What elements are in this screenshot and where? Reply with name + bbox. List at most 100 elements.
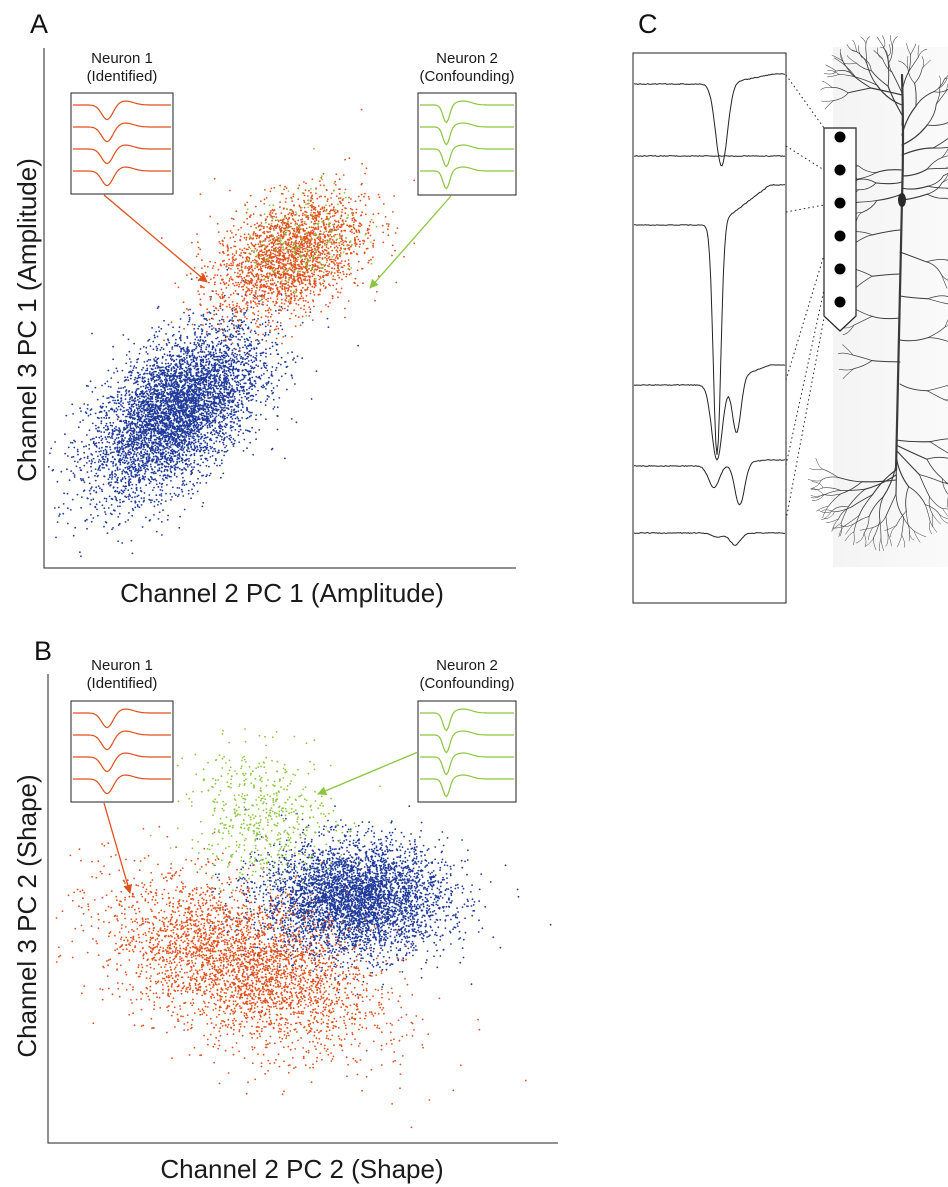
scatter-point <box>95 472 98 475</box>
scatter-point <box>160 493 163 495</box>
scatter-point <box>310 398 313 400</box>
scatter-point <box>200 433 203 435</box>
scatter-point <box>187 399 190 402</box>
scatter-point <box>284 372 287 375</box>
scatter-point <box>197 410 200 413</box>
scatter-point <box>125 409 128 411</box>
scatter-point <box>225 373 228 376</box>
scatter-point <box>179 515 182 518</box>
scatter-point <box>219 356 222 358</box>
scatter-point <box>201 330 204 333</box>
scatter-point <box>168 413 171 416</box>
scatter-point <box>165 422 168 425</box>
scatter-point <box>151 442 154 445</box>
scatter-point <box>172 449 175 452</box>
scatter-point <box>195 388 198 391</box>
scatter-point <box>198 391 201 394</box>
scatter-point <box>79 469 82 471</box>
scatter-point <box>247 410 250 413</box>
scatter-point <box>290 374 293 377</box>
scatter-point <box>265 382 268 384</box>
scatter-point <box>143 439 146 442</box>
scatter-point <box>166 370 169 372</box>
scatter-point <box>172 354 175 357</box>
scatter-point <box>241 369 244 372</box>
scatter-point <box>184 411 187 414</box>
scatter-point <box>154 424 157 427</box>
scatter-point <box>215 459 217 462</box>
scatter-point <box>179 336 182 338</box>
scatter-point <box>264 333 267 336</box>
scatter-point <box>220 339 223 342</box>
scatter-point <box>110 377 113 379</box>
scatter-point <box>204 336 206 339</box>
scatter-point <box>173 442 176 445</box>
scatter-point <box>189 435 192 438</box>
scatter-point <box>149 415 151 418</box>
scatter-point <box>230 409 233 411</box>
scatter-point <box>202 407 205 410</box>
scatter-point <box>188 426 191 428</box>
scatter-point <box>265 348 267 351</box>
scatter-point <box>215 402 218 405</box>
scatter-point <box>146 367 149 370</box>
scatter-point <box>107 369 110 372</box>
scatter-point <box>239 383 242 386</box>
scatter-point <box>132 449 135 452</box>
scatter-point <box>125 460 128 462</box>
scatter-point <box>148 454 151 456</box>
scatter-point <box>238 399 241 401</box>
scatter-point <box>173 417 176 420</box>
scatter-point <box>213 364 215 367</box>
scatter-point <box>86 527 88 530</box>
scatter-point <box>138 352 141 355</box>
scatter-point <box>139 460 141 462</box>
scatter-point <box>205 323 207 326</box>
scatter-point <box>244 395 247 398</box>
scatter-point <box>148 422 151 425</box>
scatter-point <box>164 381 167 383</box>
scatter-point <box>225 383 228 386</box>
scatter-point <box>79 551 81 554</box>
scatter-point <box>180 376 183 378</box>
scatter-point <box>168 475 171 478</box>
scatter-point <box>235 335 238 338</box>
scatter-point <box>157 305 160 308</box>
scatter-point <box>199 359 202 362</box>
scatter-point <box>133 410 136 413</box>
scatter-point <box>153 370 156 373</box>
scatter-point <box>178 526 181 529</box>
scatter-point <box>217 372 219 375</box>
scatter-point <box>196 490 199 493</box>
scatter-point <box>141 390 144 393</box>
scatter-point <box>133 402 136 405</box>
scatter-point <box>140 386 142 388</box>
scatter-point <box>124 495 126 498</box>
scatter-point <box>110 437 112 439</box>
scatter-point <box>153 425 155 428</box>
scatter-point <box>178 354 180 357</box>
scatter-point <box>83 489 86 492</box>
scatter-point <box>215 364 217 366</box>
scatter-point <box>178 359 181 362</box>
scatter-point <box>159 452 162 455</box>
scatter-point <box>216 374 218 376</box>
scatter-point <box>165 450 167 453</box>
scatter-point <box>275 366 278 369</box>
scatter-point <box>200 413 203 416</box>
scatter-point <box>196 445 198 448</box>
scatter-point <box>126 457 129 459</box>
scatter-point <box>220 362 223 364</box>
scatter-point <box>205 348 208 351</box>
scatter-point <box>120 399 123 401</box>
scatter-point <box>171 390 174 393</box>
scatter-point <box>207 408 210 411</box>
scatter-point <box>190 397 193 400</box>
scatter-point <box>193 367 196 370</box>
scatter-point <box>216 464 219 467</box>
scatter-point <box>121 445 123 448</box>
scatter-point <box>212 395 215 398</box>
scatter-point <box>143 499 146 502</box>
scatter-point <box>242 450 245 452</box>
scatter-point <box>186 444 188 447</box>
